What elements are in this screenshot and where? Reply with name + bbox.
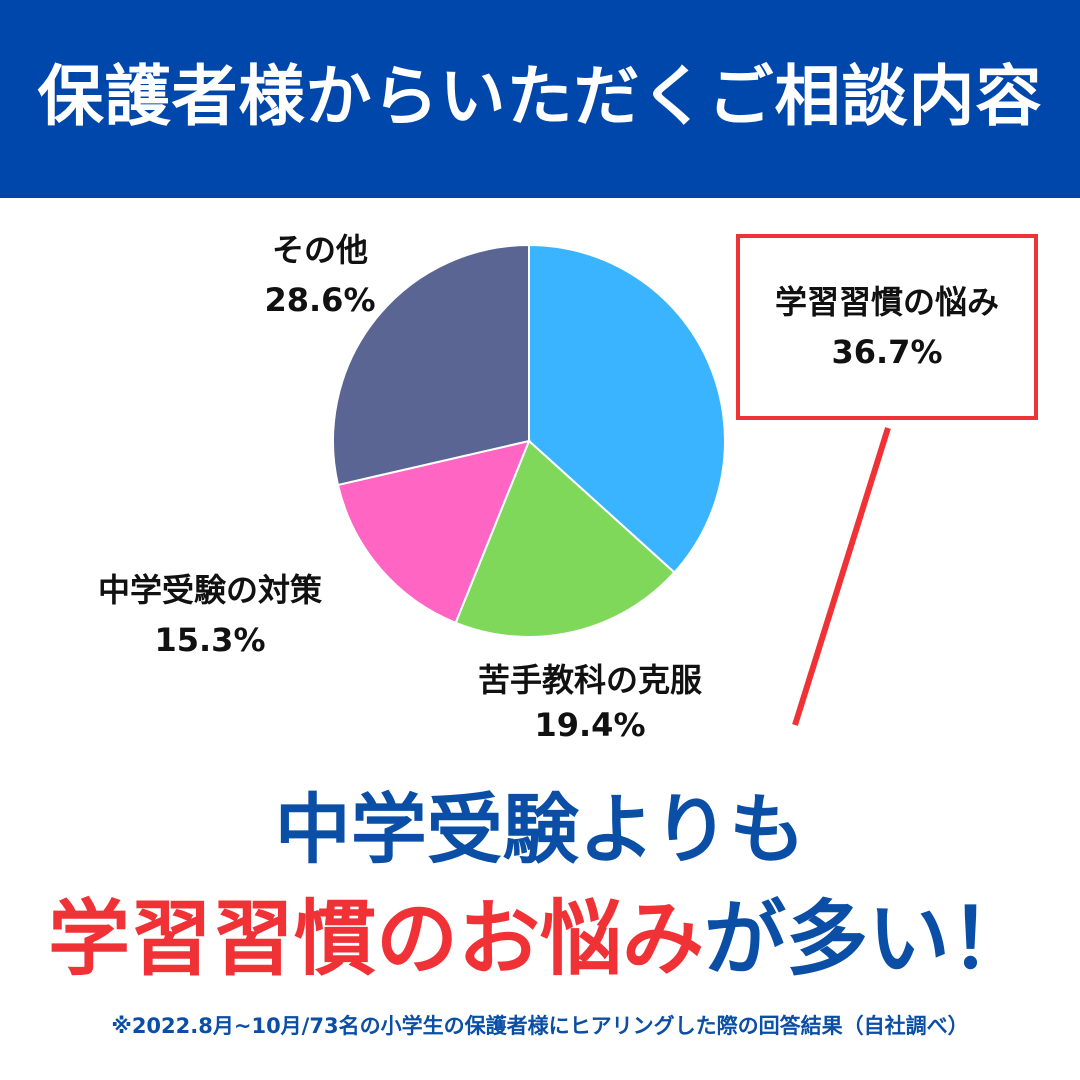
pie-slice-weak-subject: [454, 439, 676, 638]
slice-label-exam: 中学受験の対策: [98, 571, 322, 609]
headline-line1: 中学受験よりも: [274, 785, 806, 874]
pie-slice-study-habits: [528, 243, 726, 574]
footnote: ※2022.8月~10月/73名の小学生の保護者様にヒアリングした際の回答結果（…: [111, 1014, 969, 1038]
slice-label-other: その他: [272, 231, 368, 269]
slice-value-weak-subject: 19.4%: [534, 706, 645, 744]
pie-slice-exam-prep: [336, 439, 531, 625]
callout-box: 学習習慣の悩み 36.7%: [736, 234, 1038, 420]
headline-suffix: が多い！: [704, 892, 1033, 987]
headline-highlight: 学習習慣のお悩み: [47, 892, 704, 987]
callout-pointer-line: [792, 427, 891, 726]
callout-value: 36.7%: [831, 333, 943, 371]
slice-value-other: 28.6%: [264, 281, 375, 319]
headline-line2: 学習習慣のお悩みが多い！: [0, 872, 1080, 991]
pie-slice-other: [332, 243, 530, 487]
pie-chart: その他 28.6% 中学受験の対策 15.3% 苦手教科の克服 19.4%: [98, 231, 891, 744]
page-title: 保護者様からいただくご相談内容: [37, 58, 1043, 135]
slice-label-weak-subject: 苦手教科の克服: [478, 661, 702, 699]
slice-value-exam: 15.3%: [154, 621, 265, 659]
header-banner: 保護者様からいただくご相談内容: [0, 0, 1080, 198]
callout-label: 学習習慣の悩み: [774, 283, 999, 321]
